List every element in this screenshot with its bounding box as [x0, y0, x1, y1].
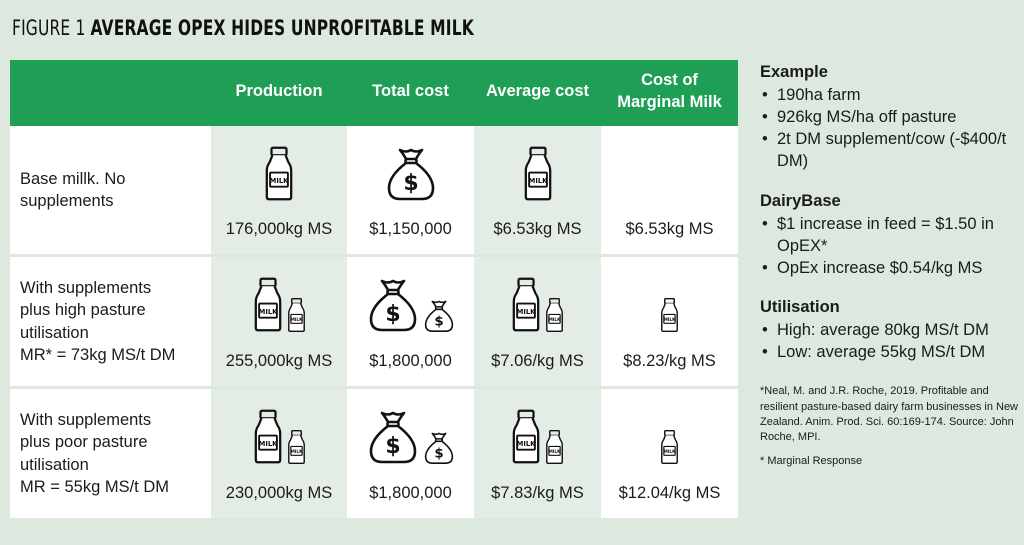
- row-label: With supplements plus poor pasture utilisa…: [10, 386, 211, 518]
- sidebar-notes: Example 190ha farm 926kg MS/ha off pastu…: [760, 62, 1018, 468]
- list-item: 2t DM supplement/cow (-$400/t DM): [760, 129, 1018, 173]
- example-section: Example 190ha farm 926kg MS/ha off pastu…: [760, 62, 1018, 173]
- figure-number: FIGURE 1: [12, 16, 86, 40]
- svg-text:$: $: [434, 447, 443, 462]
- svg-text:MILK: MILK: [290, 317, 303, 323]
- production-cell: MILK MILK 230,000kg MS: [211, 386, 347, 518]
- milk-bottle-small-icon: MILK: [287, 429, 306, 465]
- milk-bottle-small-icon: MILK: [660, 297, 679, 333]
- svg-text:MILK: MILK: [258, 440, 278, 448]
- citation-footnote: *Neal, M. and J.R. Roche, 2019. Profitab…: [760, 385, 1019, 444]
- cost-comparison-table: Production Total cost Average cost Cost …: [10, 60, 738, 518]
- money-bag-small-icon: $: [423, 431, 455, 465]
- marginal-response-footnote: * Marginal Response: [760, 454, 863, 467]
- milk-bottle-icon: MILK: [253, 276, 283, 333]
- money-bag-icon: $: [367, 409, 419, 465]
- figure-title: FIGURE 1 AVERAGE OPEX HIDES UNPROFITABLE…: [12, 16, 474, 40]
- average-cost-cell: MILK MILK $7.83/kg MS: [474, 386, 601, 518]
- milk-bottle-icon: MILK: [511, 276, 541, 333]
- table-header-row: Production Total cost Average cost Cost …: [10, 60, 738, 122]
- svg-text:$: $: [385, 434, 400, 459]
- marginal-cost-cell: MILK $12.04/kg MS: [601, 386, 738, 518]
- money-bag-icon: $: [385, 146, 437, 202]
- total-cost-cell: $ $1,150,000: [347, 122, 474, 254]
- milk-bottle-icon: MILK: [264, 145, 294, 202]
- production-cell: MILK MILK 255,000kg MS: [211, 254, 347, 386]
- svg-text:MILK: MILK: [664, 449, 677, 455]
- row-label: Base millk. No supplements: [10, 122, 211, 254]
- milk-bottle-small-icon: MILK: [545, 429, 564, 465]
- row-label: With supplements plus high pasture utilisa…: [10, 254, 211, 386]
- section-heading: DairyBase: [760, 191, 841, 210]
- milk-bottle-small-icon: MILK: [287, 297, 306, 333]
- header-average-cost: Average cost: [474, 60, 601, 122]
- list-item: High: average 80kg MS/t DM: [760, 320, 1018, 342]
- header-production: Production: [211, 60, 347, 122]
- header-marginal-cost: Cost of Marginal Milk: [601, 60, 738, 122]
- money-bag-icon: $: [367, 277, 419, 333]
- table-row: With supplements plus high pasture utilisa…: [10, 254, 738, 386]
- figure-heading: AVERAGE OPEX HIDES UNPROFITABLE MILK: [90, 16, 474, 40]
- svg-text:MILK: MILK: [517, 440, 537, 448]
- marginal-cost-cell: $6.53kg MS: [601, 122, 738, 254]
- section-heading: Example: [760, 63, 828, 81]
- milk-bottle-icon: MILK: [523, 145, 553, 202]
- milk-bottle-small-icon: MILK: [660, 429, 679, 465]
- svg-text:MILK: MILK: [528, 177, 548, 185]
- production-cell: MILK 176,000kg MS: [211, 122, 347, 254]
- average-cost-cell: MILK MILK $7.06/kg MS: [474, 254, 601, 386]
- list-item: $1 increase in feed = $1.50 in OpEX*: [760, 214, 1018, 258]
- average-cost-cell: MILK $6.53kg MS: [474, 122, 601, 254]
- svg-text:MILK: MILK: [270, 177, 290, 185]
- milk-bottle-icon: MILK: [511, 408, 541, 465]
- total-cost-cell: $ $ $1,800,000: [347, 386, 474, 518]
- svg-text:$: $: [385, 302, 400, 327]
- list-item: Low: average 55kg MS/t DM: [760, 342, 1018, 364]
- table-row: With supplements plus poor pasture utilisa…: [10, 386, 738, 518]
- milk-bottle-small-icon: MILK: [545, 297, 564, 333]
- total-cost-cell: $ $ $1,800,000: [347, 254, 474, 386]
- svg-text:MILK: MILK: [290, 449, 303, 455]
- marginal-cost-cell: MILK $8.23/kg MS: [601, 254, 738, 386]
- header-blank: [10, 60, 211, 122]
- milk-bottle-icon: MILK: [253, 408, 283, 465]
- money-bag-small-icon: $: [423, 299, 455, 333]
- svg-text:MILK: MILK: [258, 308, 278, 316]
- svg-text:$: $: [403, 171, 418, 196]
- utilisation-section: Utilisation High: average 80kg MS/t DM L…: [760, 297, 1018, 364]
- section-heading: Utilisation: [760, 298, 840, 317]
- svg-text:$: $: [434, 315, 443, 330]
- svg-text:MILK: MILK: [549, 317, 562, 323]
- svg-text:MILK: MILK: [549, 449, 562, 455]
- list-item: 926kg MS/ha off pasture: [760, 107, 1018, 129]
- list-item: 190ha farm: [760, 85, 1018, 107]
- table-row: Base millk. No supplements MILK 176,000kg…: [10, 122, 738, 254]
- list-item: OpEx increase $0.54/kg MS: [760, 258, 1018, 280]
- dairybase-section: DairyBase $1 increase in feed = $1.50 in…: [760, 191, 1018, 280]
- header-total-cost: Total cost: [347, 60, 474, 122]
- svg-text:MILK: MILK: [517, 308, 537, 316]
- svg-text:MILK: MILK: [664, 317, 677, 323]
